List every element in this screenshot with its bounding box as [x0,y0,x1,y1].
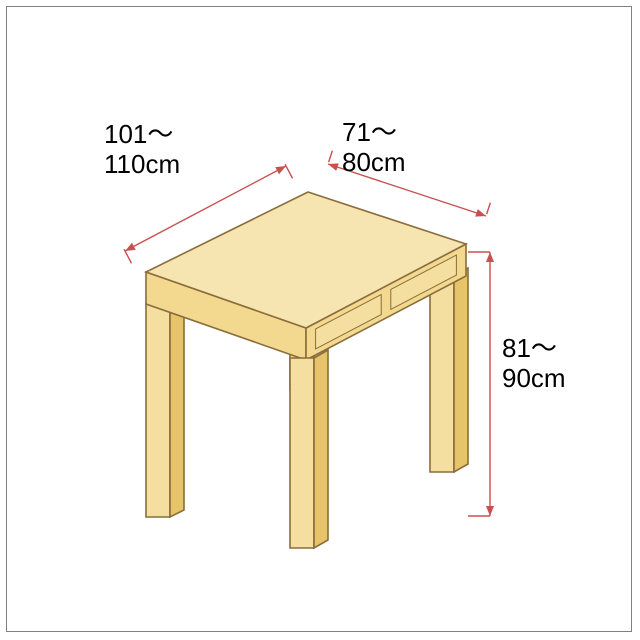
depth-dimension-label: 101～ 110cm [104,120,180,180]
width-line2: 80cm [342,147,406,177]
height-line1: 81～ [502,333,557,363]
table-diagram [0,0,640,640]
width-dimension-label: 71～ 80cm [342,118,406,178]
height-line2: 90cm [502,363,566,393]
width-line1: 71～ [342,117,397,147]
depth-line2: 110cm [104,149,180,179]
height-dimension-label: 81～ 90cm [502,334,566,394]
depth-line1: 101～ [104,119,173,149]
